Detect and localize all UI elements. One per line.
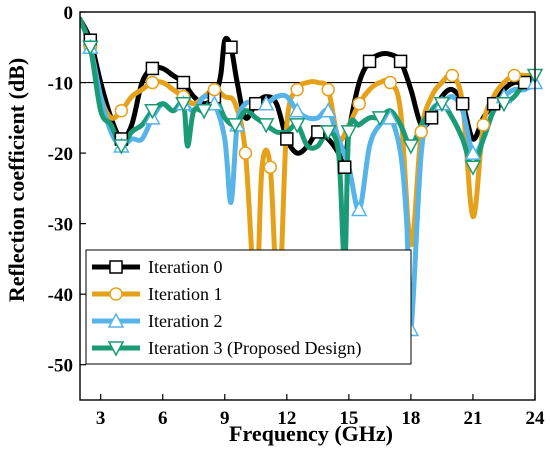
series-2-point — [381, 109, 399, 125]
series-1-point — [207, 82, 222, 97]
series-1-point — [238, 146, 253, 160]
legend-label: Iteration 2 — [148, 311, 222, 331]
plot-frame — [79, 11, 536, 401]
x-axis-label: Frequency (GHz) — [229, 421, 393, 446]
legend-marker — [107, 312, 125, 328]
series-1-point — [414, 125, 428, 139]
series-3-point — [288, 118, 306, 134]
series-0-point — [455, 96, 470, 111]
x-tick-label: 12 — [277, 408, 296, 429]
series-3-point — [340, 125, 358, 141]
series-3-point — [226, 118, 244, 134]
y-tick-label: -50 — [48, 356, 73, 377]
y-axis-label: Reflection coefficient (dB) — [4, 58, 29, 302]
y-tick-label: -20 — [48, 144, 73, 165]
x-tick-label: 18 — [401, 408, 420, 429]
y-tick-label: -40 — [48, 285, 73, 306]
legend-marker — [107, 341, 125, 357]
y-tick-label: -10 — [48, 74, 73, 95]
series-3-point — [433, 96, 451, 113]
y-tick-label: 0 — [64, 3, 74, 24]
series-0-point — [362, 54, 377, 69]
series-markers — [82, 33, 544, 337]
series-0-point — [224, 40, 238, 55]
series-3-point — [371, 111, 389, 127]
series-3-point — [144, 104, 161, 120]
series-0-point — [280, 132, 294, 146]
legend-box — [85, 249, 412, 365]
plot-area — [80, 16, 544, 337]
series-2-point — [464, 144, 482, 160]
y-tick-label: -30 — [48, 215, 73, 236]
series-1-point — [114, 104, 129, 118]
legend-marker — [109, 260, 123, 274]
series-1-point — [352, 96, 366, 111]
series-3-point — [495, 96, 513, 113]
legend-label: Iteration 3 (Proposed Design) — [148, 338, 361, 359]
series-0-point — [393, 54, 408, 69]
series-3-point — [175, 96, 192, 113]
legend: Iteration 0 Iteration 1 Iteration 2 Iterati… — [85, 249, 412, 365]
series-1-point — [145, 75, 160, 90]
series-1-point — [476, 118, 491, 132]
series-3-point — [319, 125, 337, 141]
series-3-point — [257, 118, 275, 134]
series-1-point — [290, 82, 304, 97]
series-2-point — [257, 95, 275, 111]
x-tick-label: 9 — [220, 408, 230, 429]
series-1-point — [507, 68, 522, 83]
series-line-0 — [80, 16, 535, 171]
x-tick-label: 3 — [96, 408, 106, 429]
x-tick-label: 15 — [339, 408, 358, 429]
series-0-point — [145, 61, 160, 76]
x-tick-label: 21 — [463, 408, 482, 429]
series-1-point — [383, 75, 397, 90]
series-2-point — [319, 102, 337, 118]
series-0-point — [176, 75, 191, 90]
series-0-point — [337, 160, 352, 174]
axes: 3 6 9 12 15 18 21 24 0 -10 -20 -30 -40 -50 — [48, 3, 545, 429]
series-3-point — [402, 139, 420, 155]
series-2-point — [350, 200, 368, 217]
legend-marker — [109, 287, 123, 301]
series-2-point — [288, 102, 306, 118]
series-3-point — [113, 139, 130, 155]
series-1-point — [321, 82, 335, 97]
series-1-point — [263, 160, 278, 174]
series-1-point — [445, 68, 460, 83]
x-tick-label: 6 — [158, 408, 168, 429]
series-3-point — [195, 104, 213, 120]
x-tick-label: 24 — [526, 408, 546, 429]
legend-label: Iteration 0 — [148, 257, 222, 277]
series-0-point — [424, 111, 439, 125]
series-3-point — [82, 40, 99, 56]
legend-label: Iteration 1 — [148, 284, 222, 304]
series-3-point — [464, 160, 482, 176]
